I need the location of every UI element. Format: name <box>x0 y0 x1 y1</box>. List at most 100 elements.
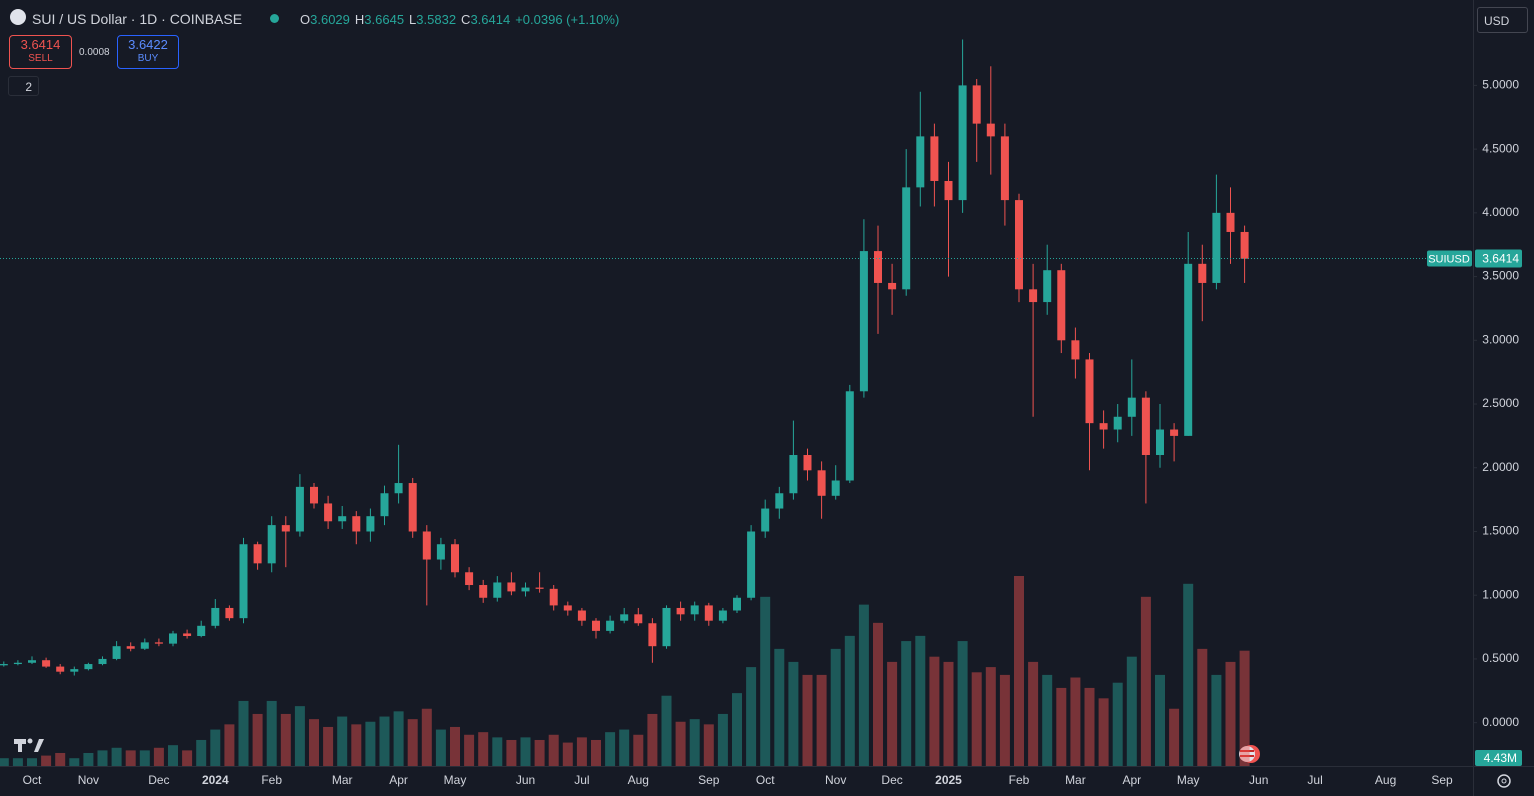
candle-body <box>338 516 347 522</box>
candle-body <box>718 610 727 621</box>
volume-bar <box>1056 687 1067 766</box>
candle-body <box>465 572 474 586</box>
volume-bar <box>238 700 249 766</box>
volume-bar <box>760 596 771 766</box>
volume-bar <box>83 752 94 766</box>
y-tick-label: 2.5000 <box>1482 396 1519 410</box>
volume-bar <box>168 745 178 766</box>
candle-body <box>281 525 290 532</box>
volume-bar <box>210 729 221 766</box>
volume-bar <box>873 622 883 766</box>
volume-bar <box>732 693 742 766</box>
indicators-toggle[interactable]: 2 <box>8 76 39 96</box>
volume-bar <box>478 732 489 766</box>
volume-label-bg <box>1475 750 1522 766</box>
x-tick-label: Nov <box>78 773 99 787</box>
volume-bar <box>506 739 517 766</box>
volume-bar <box>266 700 277 766</box>
tv-logo <box>14 738 44 752</box>
volume-bar <box>520 737 531 766</box>
candle-body <box>56 666 65 672</box>
volume-bar <box>703 724 714 766</box>
candle-body <box>648 623 657 647</box>
volume-bar <box>633 734 644 766</box>
volume-bar <box>0 758 9 766</box>
candle-body <box>902 187 911 290</box>
volume-bar <box>929 656 940 766</box>
last-price-bg <box>1475 249 1522 268</box>
candle-body <box>239 544 248 619</box>
volume-bar <box>591 739 601 766</box>
ohlc-legend: O3.6029 H3.6645 L3.5832 C3.6414 +0.0396 (+1.… <box>300 12 619 27</box>
candle-body <box>1000 136 1009 201</box>
volume-bar <box>661 695 672 766</box>
sell-price: 3.6414 <box>20 37 61 52</box>
ohlc-key: H <box>354 12 365 27</box>
event-flag[interactable] <box>1239 745 1260 763</box>
volume-bar <box>746 667 757 766</box>
candle-body <box>1212 212 1221 283</box>
x-tick-label: Nov <box>825 773 846 787</box>
volume-bar <box>887 661 898 766</box>
candle-body <box>154 642 163 644</box>
change: +0.0396 (+1.10%) <box>515 12 620 27</box>
x-tick-label: Aug <box>628 773 649 787</box>
candle-body <box>408 483 417 532</box>
ohlc-key: C <box>461 12 471 27</box>
ohlc-value: 3.6645 <box>364 12 405 27</box>
volume-bar <box>421 708 432 766</box>
volume-bar <box>999 674 1010 766</box>
ohlc-value: 3.5832 <box>416 12 457 27</box>
symbol-title[interactable]: SUI / US Dollar · 1D · COINBASE <box>32 11 243 27</box>
volume-bar <box>1225 661 1236 766</box>
volume-bar <box>196 739 207 766</box>
currency-select[interactable]: USD <box>1477 7 1528 33</box>
candle-body <box>958 85 967 201</box>
volume-bar <box>830 648 841 766</box>
candle-body <box>733 597 741 611</box>
volume-bar <box>12 758 23 766</box>
candle-body <box>592 620 600 631</box>
volume-bar <box>1084 687 1095 766</box>
x-tick-label: Dec <box>881 773 902 787</box>
volume-bar <box>605 732 616 766</box>
candle-body <box>436 544 445 560</box>
volume-bar <box>1239 650 1250 766</box>
y-tick-label: 3.5000 <box>1482 269 1519 283</box>
candle-body <box>183 633 192 636</box>
sell-button[interactable]: 3.6414 SELL <box>9 35 72 69</box>
candle-body <box>13 662 22 665</box>
volume-bar <box>1155 674 1165 766</box>
buy-button[interactable]: 3.6422 BUY <box>117 35 179 69</box>
candle-body <box>352 516 361 532</box>
candle-body <box>28 660 36 663</box>
volume-bar <box>1197 648 1208 766</box>
x-tick-label: Jul <box>1307 773 1322 787</box>
volume-bar <box>675 721 686 766</box>
y-tick-label: 5.0000 <box>1482 78 1519 92</box>
candle-body <box>676 607 685 615</box>
y-tick-label: 4.5000 <box>1482 141 1519 155</box>
volume-bar <box>901 641 912 766</box>
volume-bar <box>844 635 855 766</box>
volume-bar <box>365 721 376 766</box>
symbol-tag: SUIUSD <box>1428 253 1470 265</box>
x-tick-label: Mar <box>1065 773 1086 787</box>
candle-body <box>521 587 530 592</box>
volume-bar <box>41 755 52 766</box>
volume-bar <box>1042 674 1053 766</box>
candle-body <box>620 614 629 621</box>
candle-body <box>1057 270 1066 341</box>
volume-bar <box>309 719 319 766</box>
candle-body <box>295 486 304 532</box>
y-tick-label: 0.0000 <box>1482 715 1519 729</box>
candle-body <box>831 480 840 496</box>
candle-body <box>845 391 854 481</box>
settings-icon[interactable] <box>1497 774 1511 788</box>
candle-body <box>394 483 403 494</box>
x-tick-label: Feb <box>1009 773 1030 787</box>
candle-body <box>84 664 93 670</box>
candle-body <box>747 531 756 598</box>
volume-bar <box>619 729 630 766</box>
x-tick-label: Apr <box>389 773 408 787</box>
